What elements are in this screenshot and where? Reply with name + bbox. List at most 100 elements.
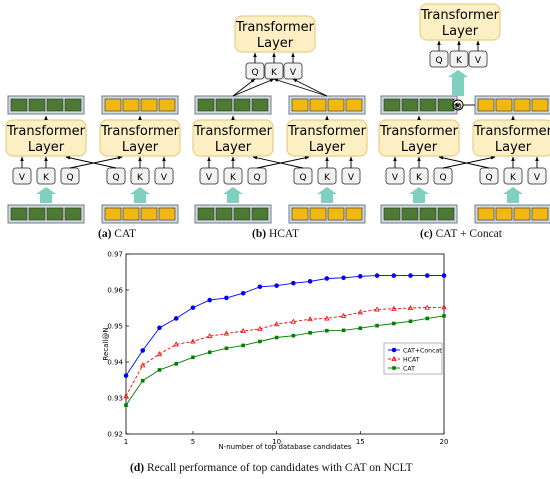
panel-c-bottom-green-blocks-cell xyxy=(419,207,437,221)
caption-d: (d) Recall performance of top candidates… xyxy=(130,462,413,474)
series-cat-concat-point xyxy=(391,273,397,278)
panel-b-right-transformer-layer-label-1: Transformer xyxy=(287,124,367,139)
series-hcat-point xyxy=(223,330,230,336)
legend: CAT+Concat HCAT CAT xyxy=(383,342,443,375)
panel-b-bottom-yellow-blocks-cell xyxy=(291,207,309,221)
panel-c-bottom-yellow-blocks xyxy=(474,204,550,224)
series-hcat-line xyxy=(125,306,445,397)
series-hcat-point xyxy=(290,318,297,324)
series-hcat-point xyxy=(441,304,447,310)
panel-b-left-up-arrow xyxy=(223,187,243,203)
panel-b-left-transformer-layer-label-1: Transformer xyxy=(193,124,273,139)
panel-b-left-k-box-label: K xyxy=(230,173,237,183)
panel-c-top-transformer-layer-label-2: Layer xyxy=(442,24,479,39)
series-cat-concat-point xyxy=(207,297,212,303)
panel-c-bottom-yellow-blocks-cell xyxy=(477,207,495,221)
y-tick-label: 0.97 xyxy=(107,251,123,259)
panel-a-top-yellow-blocks-cell xyxy=(158,98,176,112)
panel-b-left-q-box-label: Q xyxy=(253,173,260,183)
panel-c-bottom-yellow-blocks-cell xyxy=(495,207,513,221)
panel-c-right-q-box-label: Q xyxy=(485,173,492,183)
series-cat-point xyxy=(157,368,162,372)
series-cat-concat xyxy=(123,273,447,378)
panel-a-bottom-yellow-blocks-cell xyxy=(104,207,122,221)
panel-c-top-green-blocks-cell xyxy=(383,98,401,112)
panel-b-top-transformer-layer-box xyxy=(234,15,316,53)
panel-a-top-yellow-blocks-cell xyxy=(122,98,140,112)
panel-c-cross-q-right-to-left xyxy=(438,156,490,169)
panel-c-bottom-green-blocks xyxy=(380,204,458,224)
series-hcat xyxy=(123,304,447,399)
series-cat-point xyxy=(325,328,329,333)
panel-c-top-yellow-blocks-cell xyxy=(513,98,531,112)
panel-b-merge-arrow-0 xyxy=(232,78,256,97)
series-cat-point xyxy=(358,326,363,330)
panel-a-right-q-box-label: Q xyxy=(112,173,119,183)
panel-c-right-transformer-layer-label-1: Transformer xyxy=(473,124,550,139)
panel-b-right-v-box-label: V xyxy=(348,173,355,183)
panel-a-right-transformer-layer-label-1: Transformer xyxy=(100,124,180,139)
legend-marker xyxy=(391,347,397,353)
panel-b-bottom-yellow-blocks-cell xyxy=(327,207,345,221)
x-tick-label: 1 xyxy=(124,438,128,446)
series-cat-point xyxy=(341,328,346,333)
series-hcat-point xyxy=(391,305,397,311)
panel-c-left-up-arrow xyxy=(409,187,429,203)
legend-label: HCAT xyxy=(403,356,420,363)
panel-c-top-v-box-label: V xyxy=(475,56,482,66)
panel-c-concat-up-arrow xyxy=(448,70,468,96)
panel-c-top-green-blocks xyxy=(380,95,458,115)
panel-b-merge-arrow-3 xyxy=(292,78,328,97)
panel-b-left-transformer-layer-label-2: Layer xyxy=(215,140,252,155)
caption-a: (a) CAT xyxy=(98,228,137,240)
series-cat-concat-point xyxy=(408,273,413,278)
panel-a-bottom-green-blocks xyxy=(7,204,85,224)
panel-a-bottom-yellow-blocks-cell xyxy=(158,207,176,221)
series-hcat-point xyxy=(357,309,363,315)
panel-c-left-v-box-label: V xyxy=(392,173,399,183)
caption-c: (c) CAT + Concat xyxy=(420,228,502,240)
panel-c-top-yellow-blocks xyxy=(474,95,550,115)
x-tick-label: 5 xyxy=(191,438,195,446)
panel-c-top-green-blocks-cell xyxy=(437,98,455,112)
series-cat xyxy=(124,314,446,407)
series-cat-concat-point xyxy=(324,276,330,281)
panel-a-top-yellow-blocks xyxy=(101,95,179,115)
series-cat-concat-point xyxy=(190,305,196,310)
panel-c-top-k-box-label: K xyxy=(456,56,463,66)
panel-c-bottom-yellow-blocks-cell xyxy=(513,207,531,221)
series-hcat-point xyxy=(123,393,129,399)
panel-a-top-yellow-blocks-cell xyxy=(104,98,122,112)
series-cat-point xyxy=(224,346,229,351)
series-cat-point xyxy=(258,339,262,344)
panel-a-bottom-yellow-blocks-cell xyxy=(140,207,158,221)
panel-a-top-green-blocks-cell xyxy=(46,98,64,112)
series-hcat-point xyxy=(273,321,280,327)
panel-b-right-up-arrow xyxy=(317,187,337,203)
series-cat-point xyxy=(274,335,279,340)
panel-b-top-green-blocks-cell xyxy=(197,98,215,112)
series-cat-concat-point xyxy=(257,284,263,290)
panel-c-cross-q-left-to-right xyxy=(442,156,496,169)
caption-b: (b) HCAT xyxy=(252,228,299,240)
panel-b-right-q-box-label: Q xyxy=(299,173,306,183)
panel-a-top-yellow-blocks-cell xyxy=(140,98,158,112)
panel-b-bottom-yellow-blocks-cell xyxy=(309,207,327,221)
panel-b-top-green-blocks-cell xyxy=(251,98,269,112)
panel-a-bottom-green-blocks-cell xyxy=(10,207,28,221)
panel-b-top-yellow-blocks-cell xyxy=(291,98,309,112)
panel-c-bottom-green-blocks-cell xyxy=(383,207,401,221)
panel-a-right-up-arrow xyxy=(130,187,150,203)
series-cat-point xyxy=(124,403,128,407)
panel-c-left-transformer-layer-label-2: Layer xyxy=(401,140,438,155)
panel-a-bottom-green-blocks-cell xyxy=(46,207,64,221)
x-tick-label: 10 xyxy=(272,438,281,446)
series-cat-line xyxy=(125,315,445,406)
series-cat-concat-point xyxy=(358,274,363,279)
legend-marker xyxy=(392,366,396,370)
series-hcat-point xyxy=(207,333,213,339)
